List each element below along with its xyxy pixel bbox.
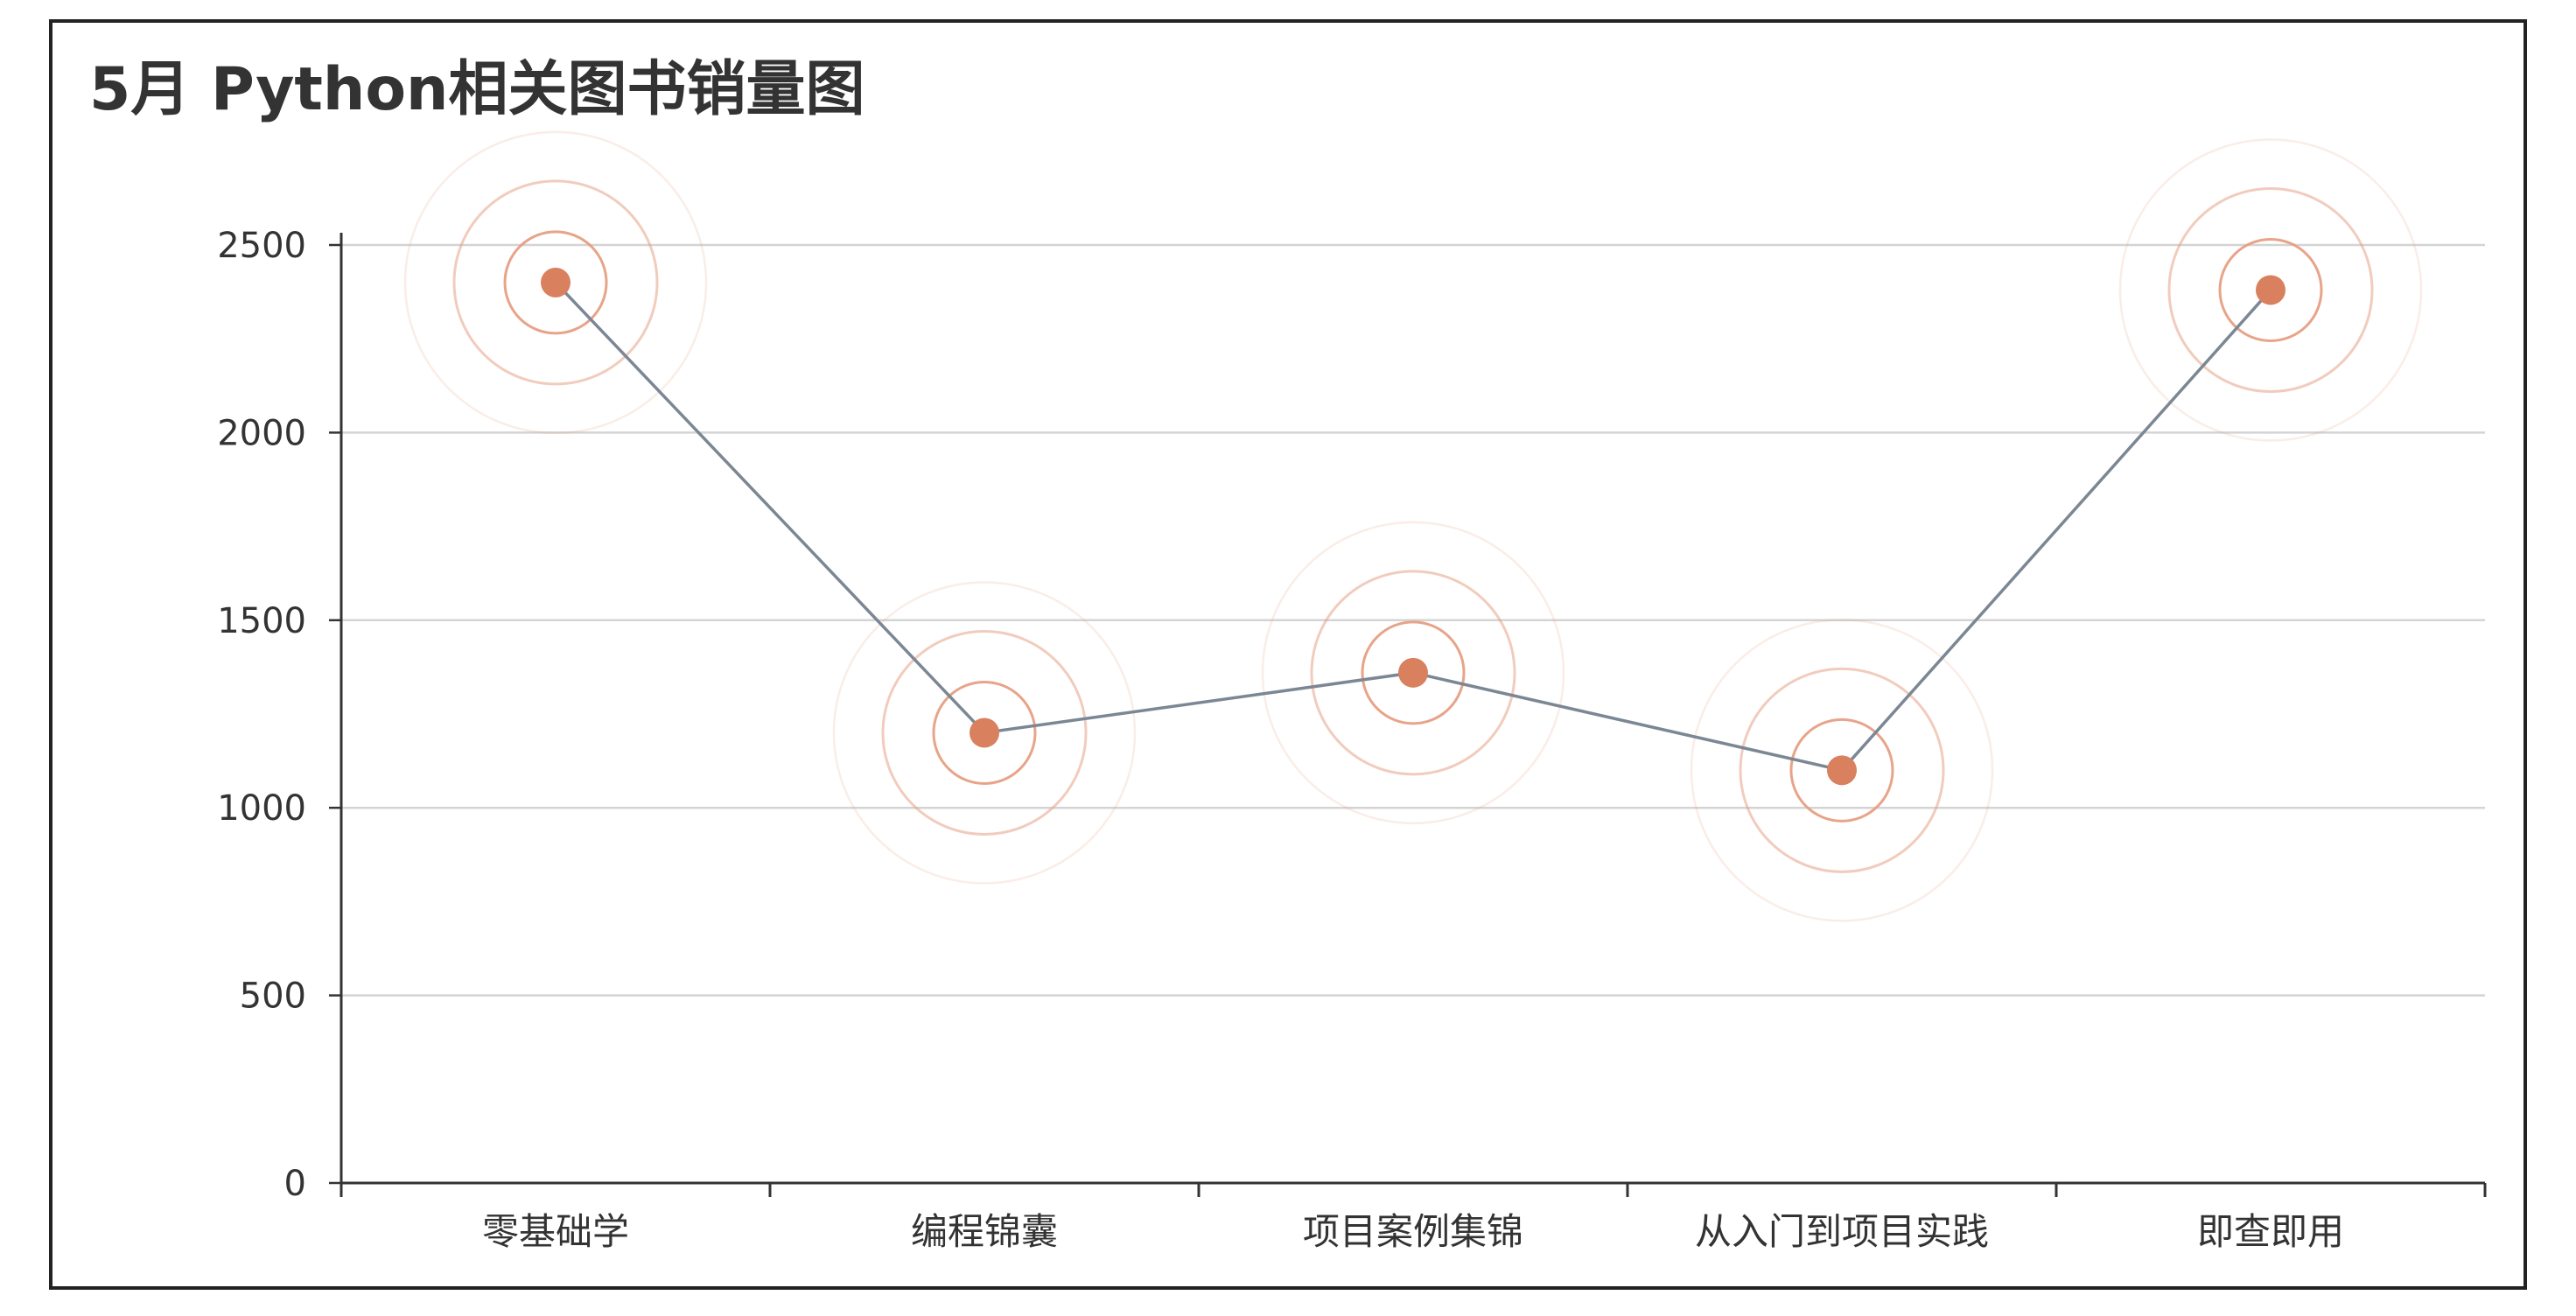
ripple-ring-1-1 (503, 230, 608, 335)
ripple-ring-1-2 (452, 179, 659, 386)
y-tick-label-2500: 2500 (217, 226, 306, 266)
ripple-ring-4-2 (1739, 667, 1945, 873)
ripple-ring-4-3 (1690, 619, 1994, 922)
grid-lines (341, 243, 2485, 997)
x-tick-label-1: 零基础学 (482, 1210, 629, 1253)
y-tick-label-1000: 1000 (217, 788, 306, 829)
x-tick-label-3: 项目案例集锦 (1303, 1210, 1523, 1253)
ripple-ring-4-1 (1789, 718, 1894, 822)
x-tick-label-4: 从入门到项目实践 (1695, 1210, 1989, 1253)
ripple-ring-1-3 (403, 130, 708, 435)
chart-title: 5月 Python相关图书销量图 (89, 55, 865, 124)
ripple-ring-2-1 (932, 680, 1037, 785)
ripple-ring-3-1 (1361, 620, 1466, 725)
y-tick-label-0: 0 (284, 1164, 306, 1204)
y-tick-label-2000: 2000 (217, 413, 306, 453)
x-tick-label-5: 即查即用 (2197, 1210, 2344, 1253)
data-points (541, 267, 2286, 786)
x-tick-label-2: 编程锦囊 (911, 1210, 1058, 1253)
y-tick-label-1500: 1500 (217, 601, 306, 641)
data-point-5 (2256, 275, 2286, 305)
axes (329, 233, 2487, 1197)
ripple-effects (403, 130, 2423, 922)
ripple-ring-2-2 (881, 629, 1088, 836)
series-lines (554, 281, 2272, 773)
ripple-ring-5-1 (2218, 237, 2323, 342)
ripple-ring-2-3 (832, 581, 1137, 885)
chart-frame (49, 19, 2527, 1290)
ripple-ring-5-2 (2167, 186, 2374, 393)
ripple-ring-5-3 (2118, 138, 2423, 442)
tick-labels: 0 500 1000 1500 2000 2500 零基础学 编程锦囊 项目案例集锦 从入门到项目… (217, 226, 2344, 1253)
data-point-1 (541, 267, 570, 298)
y-tick-label-500: 500 (240, 976, 306, 1017)
data-point-2 (970, 718, 999, 748)
series-line-1 (554, 281, 2272, 773)
data-point-3 (1398, 657, 1428, 688)
ripple-ring-3-3 (1261, 521, 1565, 825)
ripple-ring-3-2 (1310, 570, 1516, 776)
data-point-4 (1827, 755, 1857, 786)
